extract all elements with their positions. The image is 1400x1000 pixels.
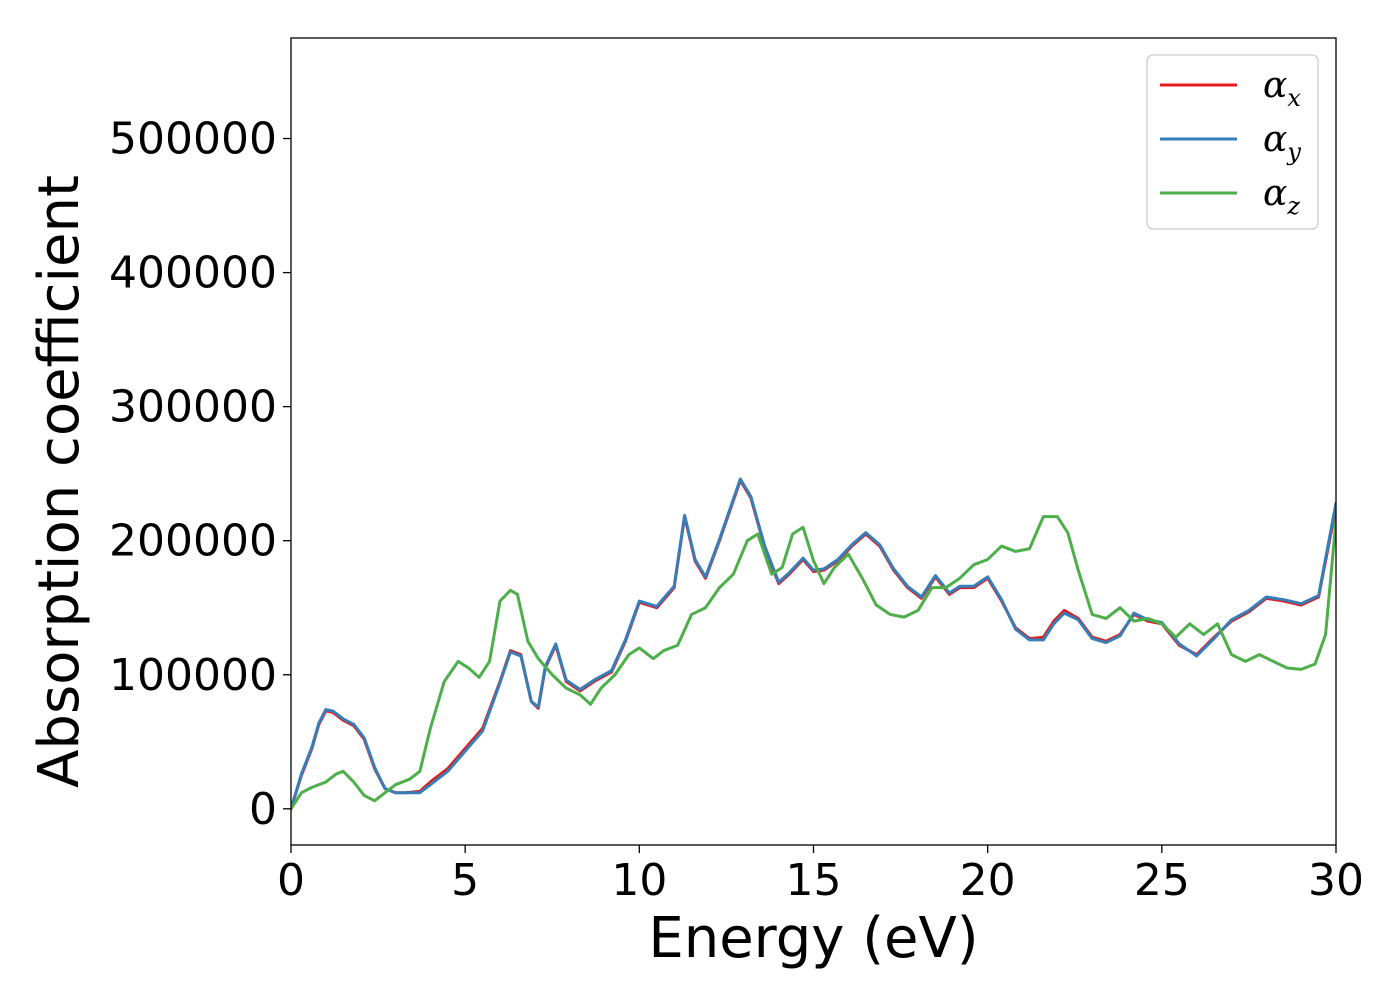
y-axis-title: Absorption coefficient (27, 175, 92, 788)
legend-label-y: αy (1263, 119, 1301, 166)
legend-box (1146, 54, 1319, 230)
x-tick-label: 15 (786, 855, 842, 906)
x-tick-label: 30 (1308, 855, 1364, 906)
x-tick-label: 0 (277, 855, 305, 906)
x-tick-label: 10 (611, 855, 667, 906)
x-tick-label: 20 (960, 855, 1016, 906)
y-tick-label: 200000 (109, 516, 277, 567)
y-tick-label: 0 (249, 784, 277, 835)
y-tick-label: 300000 (109, 382, 277, 433)
x-tick-label: 5 (451, 855, 479, 906)
y-tick-label: 500000 (109, 114, 277, 165)
series-line-z (291, 515, 1336, 811)
series-line-y (291, 477, 1336, 811)
y-tick-label: 400000 (109, 248, 277, 299)
legend-label-x: αx (1263, 65, 1301, 112)
x-axis-title: Energy (eV) (648, 906, 978, 971)
x-tick-label: 25 (1134, 855, 1190, 906)
legend-label-z: αz (1263, 173, 1300, 220)
y-tick-label: 100000 (109, 650, 277, 701)
